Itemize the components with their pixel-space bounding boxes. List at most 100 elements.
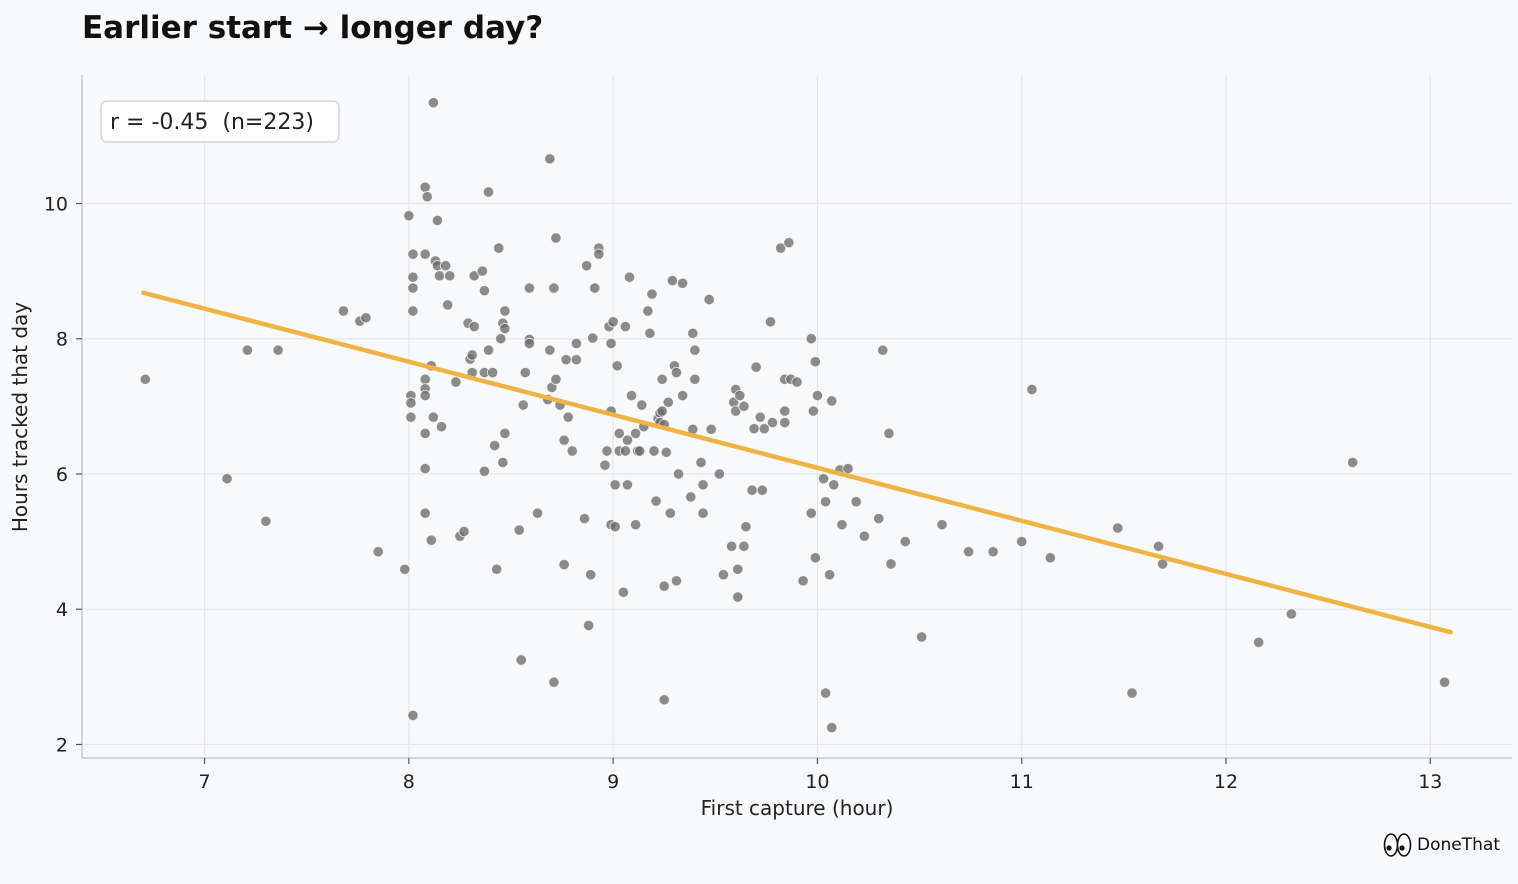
data-point [419, 373, 431, 386]
data-point [656, 405, 668, 417]
data-point [272, 344, 284, 356]
data-point [513, 524, 525, 536]
data-point [458, 525, 470, 538]
y-tick-label: 8 [56, 329, 68, 351]
data-point [850, 496, 862, 508]
data-point [495, 333, 507, 345]
data-point [241, 344, 254, 356]
data-point [826, 721, 838, 734]
y-tick-label: 6 [56, 464, 68, 486]
data-point [732, 563, 744, 576]
data-point [695, 456, 707, 469]
data-point [629, 518, 642, 531]
data-point [613, 427, 625, 440]
data-point [519, 366, 531, 379]
data-point [713, 468, 726, 480]
data-point [593, 248, 605, 260]
data-point [523, 337, 536, 350]
data-point [486, 366, 499, 379]
data-point [491, 563, 503, 576]
data-point [435, 420, 448, 433]
data-point [858, 530, 871, 542]
data-point [703, 293, 715, 306]
data-point [499, 427, 511, 440]
data-point [842, 462, 854, 475]
data-point [658, 580, 670, 592]
correlation-box-frame [100, 100, 340, 143]
data-point [779, 405, 791, 417]
data-point [427, 97, 440, 109]
data-point [482, 186, 495, 198]
data-point [407, 271, 419, 283]
data-point [885, 558, 897, 570]
data-point [697, 507, 709, 519]
data-point [517, 399, 529, 411]
data-point [139, 373, 152, 386]
data-point [629, 427, 642, 440]
data-point [609, 521, 621, 533]
data-point [783, 237, 795, 249]
data-point [578, 512, 591, 525]
x-tick-label: 9 [607, 771, 619, 793]
data-point [425, 534, 438, 546]
data-point [636, 399, 648, 411]
data-point [676, 389, 689, 402]
data-point [441, 299, 454, 311]
data-point [405, 397, 417, 409]
data-point [666, 274, 679, 287]
x-tick-label: 8 [403, 771, 415, 793]
data-point [558, 558, 570, 571]
data-point [478, 285, 491, 297]
data-point [836, 518, 848, 531]
data-point [915, 631, 928, 643]
x-tick-label: 11 [1010, 771, 1034, 793]
data-point [419, 462, 431, 475]
data-point [644, 327, 656, 340]
data-point [431, 214, 444, 227]
data-point [883, 427, 895, 440]
data-point [515, 654, 527, 666]
data-point [1026, 383, 1038, 396]
data-point [797, 575, 809, 587]
data-point [732, 591, 744, 603]
data-point [670, 366, 683, 379]
data-point [419, 427, 431, 440]
data-point [621, 479, 634, 491]
data-point [619, 320, 632, 333]
data-point [660, 446, 672, 459]
data-point [558, 434, 570, 446]
data-point [544, 153, 556, 165]
y-axis-label: Hours tracked that day [8, 302, 32, 532]
data-point [807, 405, 820, 417]
data-point [260, 515, 272, 528]
data-point [717, 569, 730, 581]
data-point [738, 540, 750, 553]
data-point [756, 484, 768, 496]
data-point [580, 259, 593, 272]
data-point [399, 563, 411, 576]
data-point [805, 333, 817, 345]
trend-line [141, 290, 1453, 635]
data-point [685, 491, 697, 503]
data-point [619, 445, 632, 457]
axes [81, 75, 1512, 759]
x-ticks: 7 8 9 10 11 12 13 [199, 758, 1442, 793]
data-point [936, 518, 948, 531]
data-point [499, 322, 511, 335]
data-point [450, 376, 462, 388]
data-point [899, 535, 911, 548]
data-point [987, 546, 999, 558]
data-point [766, 416, 779, 429]
data-point [407, 248, 419, 260]
data-point [587, 332, 599, 344]
data-point [625, 389, 638, 402]
data-point [499, 305, 511, 317]
data-point [1285, 608, 1298, 620]
data-point [570, 337, 583, 350]
data-point [823, 569, 836, 581]
data-point [544, 344, 556, 356]
data-point [623, 271, 636, 283]
data-point [548, 282, 560, 294]
data-point [566, 445, 578, 457]
data-point [672, 468, 685, 480]
